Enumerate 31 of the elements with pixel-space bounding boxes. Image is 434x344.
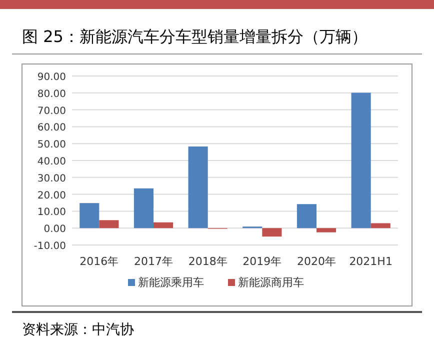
bar [134,188,154,228]
x-tick-label: 2017年 [134,255,173,268]
y-tick-label: 0.00 [44,224,66,236]
bar [80,203,100,228]
bar [188,146,208,228]
legend-label: 新能源乘用车 [138,276,204,289]
bar [370,223,390,228]
x-tick-label: 2016年 [80,255,119,268]
y-tick-label: 40.00 [37,156,66,168]
y-tick-label: 80.00 [37,88,66,100]
bar [351,92,371,228]
x-tick-label: 2020年 [297,255,336,268]
y-tick-label: 50.00 [37,140,66,151]
bar [296,204,316,228]
chart-title: 图 25：新能源汽车分车型销量增量拆分（万辆） [22,27,368,46]
x-tick-label: 2021H1 [349,255,392,268]
bar [316,228,336,232]
y-tick-label: 70.00 [37,106,66,117]
bar [154,222,174,228]
text: 资料来源：中汽协 [22,322,134,338]
x-tick-label: 2018年 [188,255,228,268]
bar [99,220,119,228]
y-tick-label: 90.00 [37,72,66,83]
y-tick-label: 10.00 [37,207,66,218]
bar [262,228,282,237]
y-tick-label: -10.00 [34,241,66,252]
legend-label: 新能源商用车 [238,276,304,289]
x-tick-label: 2019年 [242,255,282,268]
y-tick-label: 20.00 [37,190,66,202]
y-tick-label: 60.00 [37,122,66,134]
y-tick-label: 30.00 [37,173,66,184]
